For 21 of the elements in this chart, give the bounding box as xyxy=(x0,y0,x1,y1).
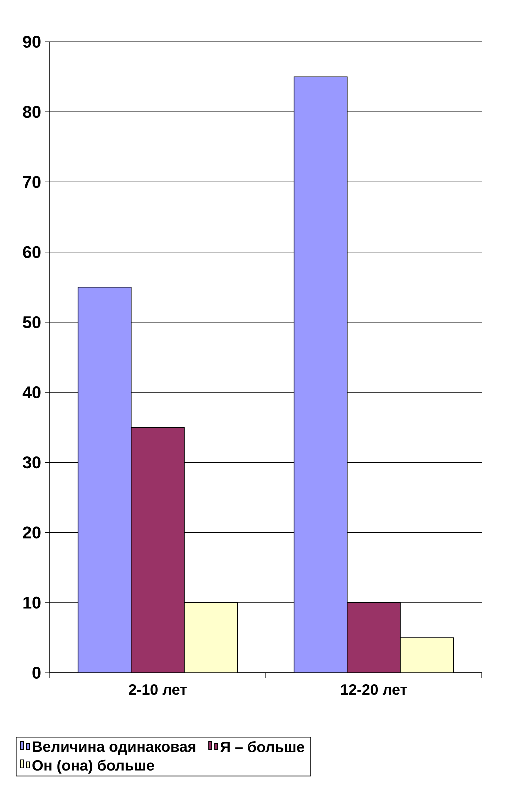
x-tick-label: 2-10 лет xyxy=(129,684,187,696)
bar xyxy=(184,602,238,673)
y-tick-label: 40 xyxy=(22,386,41,399)
y-tick-label: 70 xyxy=(23,176,41,188)
y-tick-label: 80 xyxy=(23,106,41,118)
y-tick-label: 60 xyxy=(23,246,41,258)
bar xyxy=(294,76,348,673)
bar xyxy=(78,287,132,673)
bar xyxy=(131,428,185,673)
y-tick-label: 90 xyxy=(23,36,41,48)
bar xyxy=(400,638,454,673)
legend-label: Величина одинаковая xyxy=(33,742,196,755)
y-tick-label: 10 xyxy=(24,596,41,609)
y-tick-label: 30 xyxy=(23,456,41,469)
y-tick-label: 0 xyxy=(32,667,41,679)
bar xyxy=(347,602,401,673)
x-tick-label: 12-20 лет xyxy=(341,684,408,696)
y-tick-label: 20 xyxy=(23,526,41,539)
legend-label: Он (она) больше xyxy=(32,760,154,774)
legend-label: Я – больше xyxy=(220,741,304,752)
y-tick-label: 50 xyxy=(23,316,41,328)
